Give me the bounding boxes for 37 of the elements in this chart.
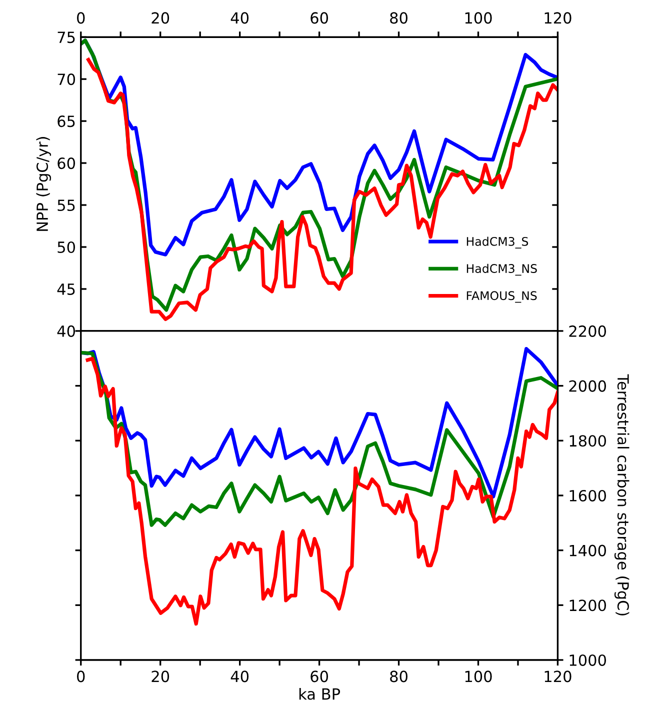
y-axis-title: NPP (PgC/yr) (36, 137, 52, 231)
y2-axis-title: Terrestrial carbon storage (PgC) (614, 374, 630, 616)
y-tick-label: 50 (58, 241, 75, 254)
x-tick-label: 0 (77, 670, 85, 682)
legend-label: FAMOUS_NS (466, 291, 537, 303)
y-tick-label: 75 (58, 32, 75, 44)
x-tick-label: 20 (152, 12, 170, 24)
line-series (80, 346, 558, 498)
x-tick-label: 80 (390, 670, 408, 682)
x-tick-label: 20 (152, 670, 170, 682)
x-tick-label: 120 (544, 670, 572, 682)
x-tick-label: 100 (465, 12, 492, 24)
y-tick-label: 70 (58, 74, 75, 86)
x-tick-label: 100 (465, 670, 492, 682)
y2-tick-label: 1800 (570, 435, 606, 447)
y2-tick-label: 1200 (570, 600, 606, 612)
x-axis-title: ka BP (299, 688, 340, 700)
y-tick-label: 60 (58, 158, 75, 170)
x-tick-label: 60 (310, 12, 328, 24)
y-tick-label: 40 (57, 325, 75, 337)
x-tick-label: 80 (390, 12, 408, 24)
y2-tick-label: 2200 (569, 325, 606, 337)
x-tick-label: 60 (310, 670, 328, 682)
x-tick-label: 40 (230, 670, 249, 682)
x-tick-label: 0 (77, 12, 85, 24)
x-tick-label: 40 (230, 12, 249, 24)
y-tick-label: 65 (58, 116, 75, 128)
legend-label: HadCM3_S (466, 236, 528, 249)
y2-tick-label: 1400 (570, 544, 606, 556)
y-tick-label: 45 (57, 284, 75, 296)
x-tick-label: 120 (544, 12, 572, 24)
y2-tick-label: 1000 (570, 654, 606, 666)
y2-tick-label: 2000 (569, 380, 606, 392)
legend-label: HadCM3_NS (466, 264, 537, 276)
y2-tick-label: 1600 (570, 490, 606, 502)
line-series (86, 356, 558, 626)
y-tick-label: 55 (58, 200, 75, 212)
